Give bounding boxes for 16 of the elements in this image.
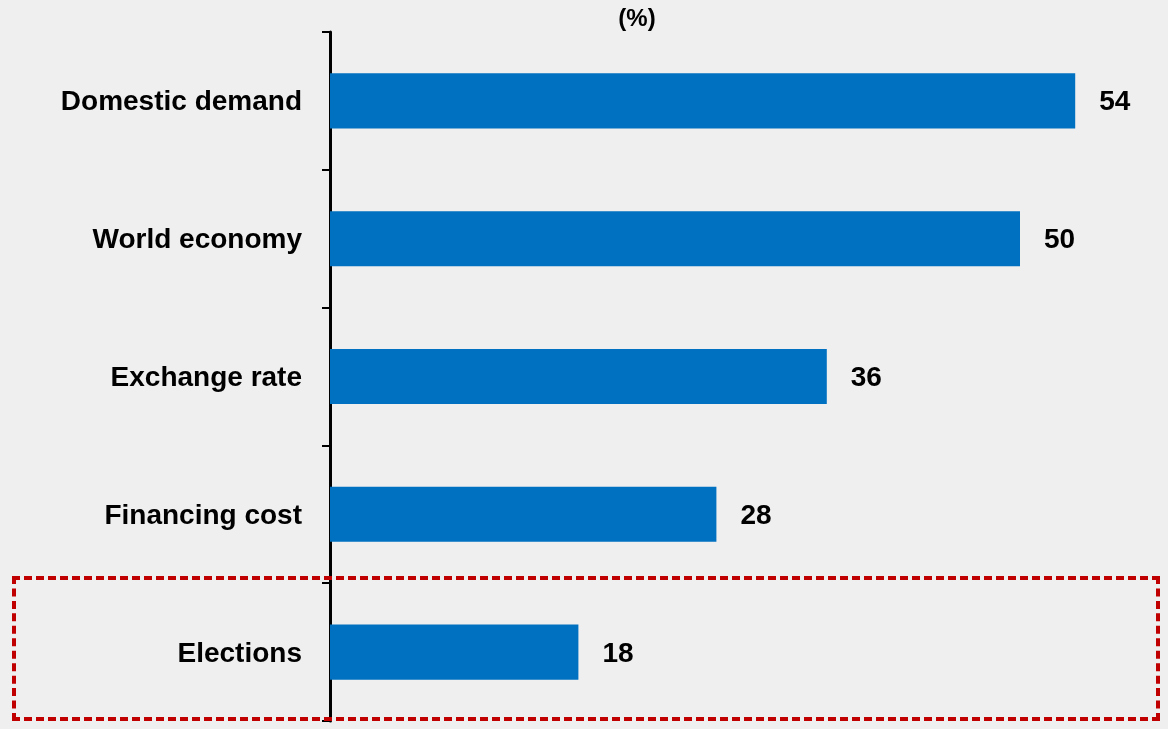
y-tick-label: World economy (92, 223, 303, 255)
data-label: 54 (1099, 85, 1131, 117)
data-label: 36 (850, 361, 882, 392)
y-tick-label: Domestic demand (60, 85, 302, 117)
bar (330, 624, 579, 680)
bar (330, 486, 717, 542)
data-label: 28 (740, 498, 772, 530)
y-tick-label: Financing cost (104, 498, 302, 530)
bar (330, 211, 1020, 267)
data-label: 18 (602, 636, 634, 668)
y-tick-label: Exchange rate (110, 361, 302, 392)
bar (330, 348, 827, 405)
y-tick-label: Elections (177, 636, 302, 668)
data-label: 50 (1044, 223, 1076, 255)
chart-title: (%) (618, 3, 656, 31)
bar (330, 73, 1076, 129)
